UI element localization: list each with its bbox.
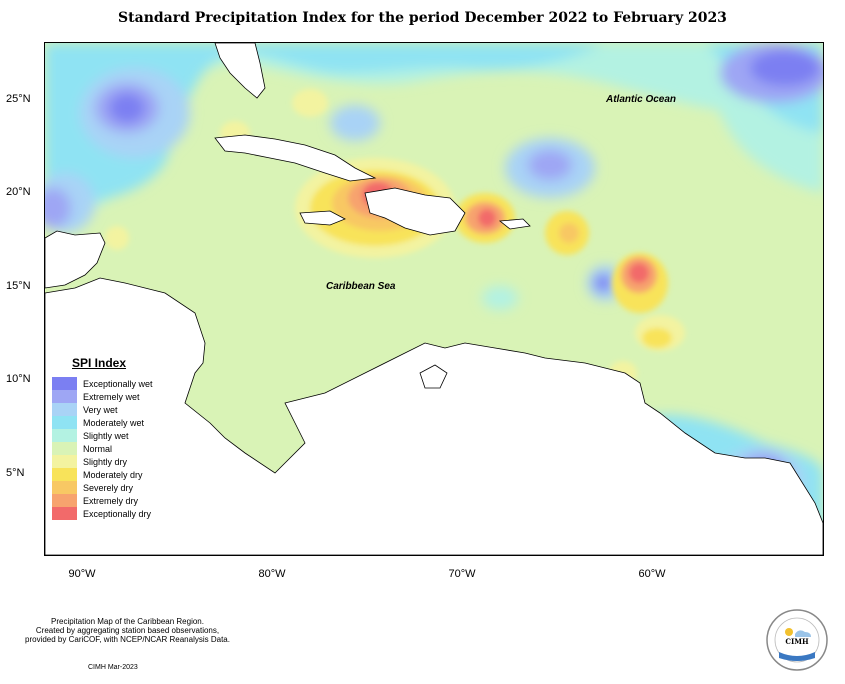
legend-swatch [52,377,77,390]
footer-line-2: Created by aggregating station based obs… [35,626,220,635]
legend-item: Normal [52,442,177,455]
x-tick-90w: 90°W [68,568,96,580]
y-tick-25n: 25°N [6,93,31,105]
legend-label: Very wet [83,404,118,415]
legend-item: Extremely wet [52,390,177,403]
y-tick-15n: 15°N [6,280,31,292]
logo-text: CIMH [785,637,809,646]
puerto-rico-land [498,218,531,230]
south-america-land [45,277,823,555]
legend-swatch [52,416,77,429]
legend-rows: Exceptionally wet Extremely wet Very wet Mo… [52,377,177,520]
cuba-land [214,134,377,182]
y-tick-5n: 5°N [6,467,25,479]
legend-swatch [52,481,77,494]
legend-label: Slightly dry [83,456,128,467]
hispaniola-land [364,187,466,236]
legend-swatch [52,507,77,520]
legend-swatch [52,429,77,442]
yucatan-land [45,230,106,289]
x-tick-60w: 60°W [638,568,666,580]
legend-item: Exceptionally wet [52,377,177,390]
footer-line-3: provided by CariCOF, with NCEP/NCAR Rean… [25,635,230,644]
map-title: Standard Precipitation Index for the per… [118,10,727,26]
legend-label: Exceptionally dry [83,508,152,519]
legend-item: Slightly wet [52,429,177,442]
x-tick-80w: 80°W [258,568,286,580]
wave-icon [779,652,815,661]
legend-item: Moderately dry [52,468,177,481]
cloud-icon [795,630,811,637]
legend-label: Normal [83,443,113,454]
legend-swatch [52,390,77,403]
spi-legend: SPI Index Exceptionally wet Extremely wet… [52,356,177,520]
cimh-logo: CIMH [766,609,828,671]
legend-label: Extremely wet [83,391,140,402]
x-tick-70w: 70°W [448,568,476,580]
footer-line-1: Precipitation Map of the Caribbean Regio… [51,617,204,626]
jamaica-land [299,210,346,226]
legend-swatch [52,455,77,468]
legend-swatch [52,403,77,416]
legend-swatch [52,494,77,507]
trinidad-land [419,364,448,389]
legend-item: Very wet [52,403,177,416]
footer-note: Precipitation Map of the Caribbean Regio… [0,617,255,644]
y-tick-10n: 10°N [6,373,31,385]
legend-item: Exceptionally dry [52,507,177,520]
legend-label: Slightly wet [83,430,129,441]
florida-land [214,43,266,99]
legend-item: Slightly dry [52,455,177,468]
legend-label: Exceptionally wet [83,378,153,389]
legend-item: Extremely dry [52,494,177,507]
sun-icon [785,628,793,636]
y-tick-20n: 20°N [6,186,31,198]
legend-label: Moderately wet [83,417,145,428]
spi-map-canvas [45,43,823,555]
legend-label: Moderately dry [83,469,143,480]
spi-map [44,42,824,556]
legend-swatch [52,468,77,481]
legend-item: Severely dry [52,481,177,494]
legend-swatch [52,442,77,455]
legend-label: Extremely dry [83,495,139,506]
legend-item: Moderately wet [52,416,177,429]
footer-date: CIMH Mar-2023 [88,664,138,671]
legend-title: SPI Index [72,356,127,370]
legend-label: Severely dry [83,482,134,493]
caribbean-sea-label: Caribbean Sea [326,281,396,292]
atlantic-ocean-label: Atlantic Ocean [606,94,677,105]
land [45,43,823,555]
